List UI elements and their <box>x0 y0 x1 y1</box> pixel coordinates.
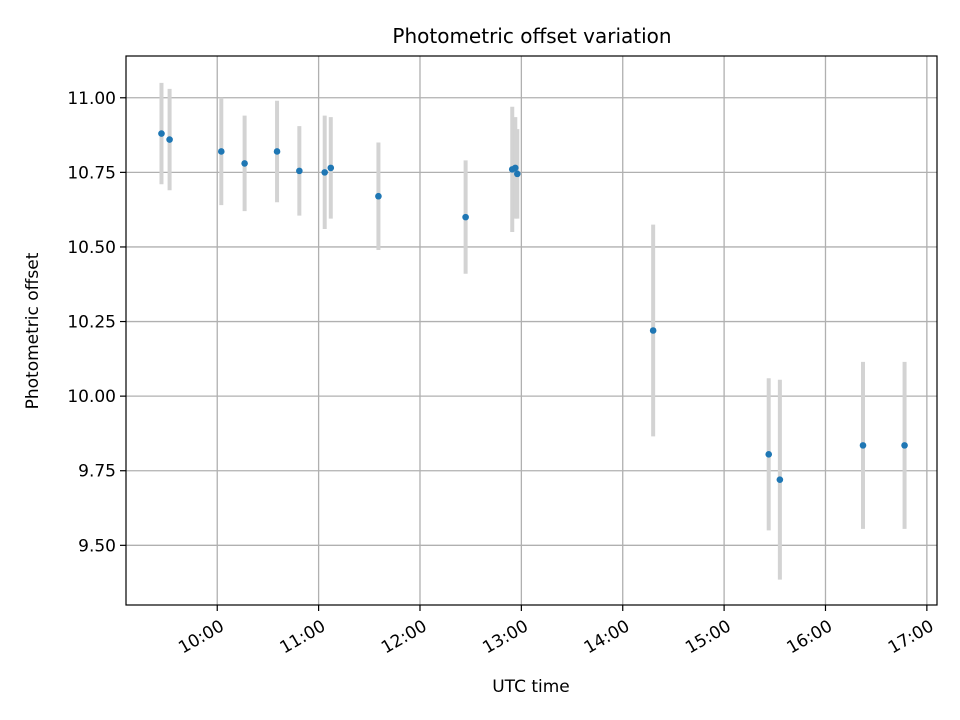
y-axis-ticks: 9.50 9.75 10.00 10.25 10.50 10.75 11.00 <box>67 89 126 556</box>
data-point <box>765 451 773 458</box>
data-point <box>462 213 469 221</box>
y-tick-label: 9.75 <box>78 462 116 482</box>
y-tick-label: 10.00 <box>67 387 116 407</box>
data-point <box>241 160 248 167</box>
plot-frame <box>125 55 938 606</box>
y-axis-title: Photometric offset <box>23 252 43 409</box>
data-points <box>158 130 908 483</box>
chart-title: Photometric offset variation <box>392 24 671 48</box>
y-tick-label: 9.50 <box>78 536 116 556</box>
data-point <box>327 164 335 172</box>
data-point <box>296 167 303 175</box>
grid-lines <box>126 56 937 605</box>
data-point <box>273 148 281 155</box>
data-point <box>859 442 867 449</box>
x-axis-title: UTC time <box>492 677 570 697</box>
y-tick-label: 10.25 <box>67 313 116 333</box>
data-point <box>901 442 908 449</box>
data-point <box>514 170 521 178</box>
y-tick-label: 11.00 <box>67 89 116 109</box>
data-point <box>776 476 784 483</box>
y-tick-label: 10.50 <box>67 238 116 258</box>
data-point <box>166 136 173 143</box>
data-point <box>649 327 657 334</box>
data-point <box>217 148 225 155</box>
data-point <box>321 169 328 176</box>
data-point <box>158 130 165 137</box>
plot-area <box>126 56 937 605</box>
data-point <box>375 192 382 200</box>
data-point <box>511 164 519 172</box>
y-tick-label: 10.75 <box>67 163 116 183</box>
